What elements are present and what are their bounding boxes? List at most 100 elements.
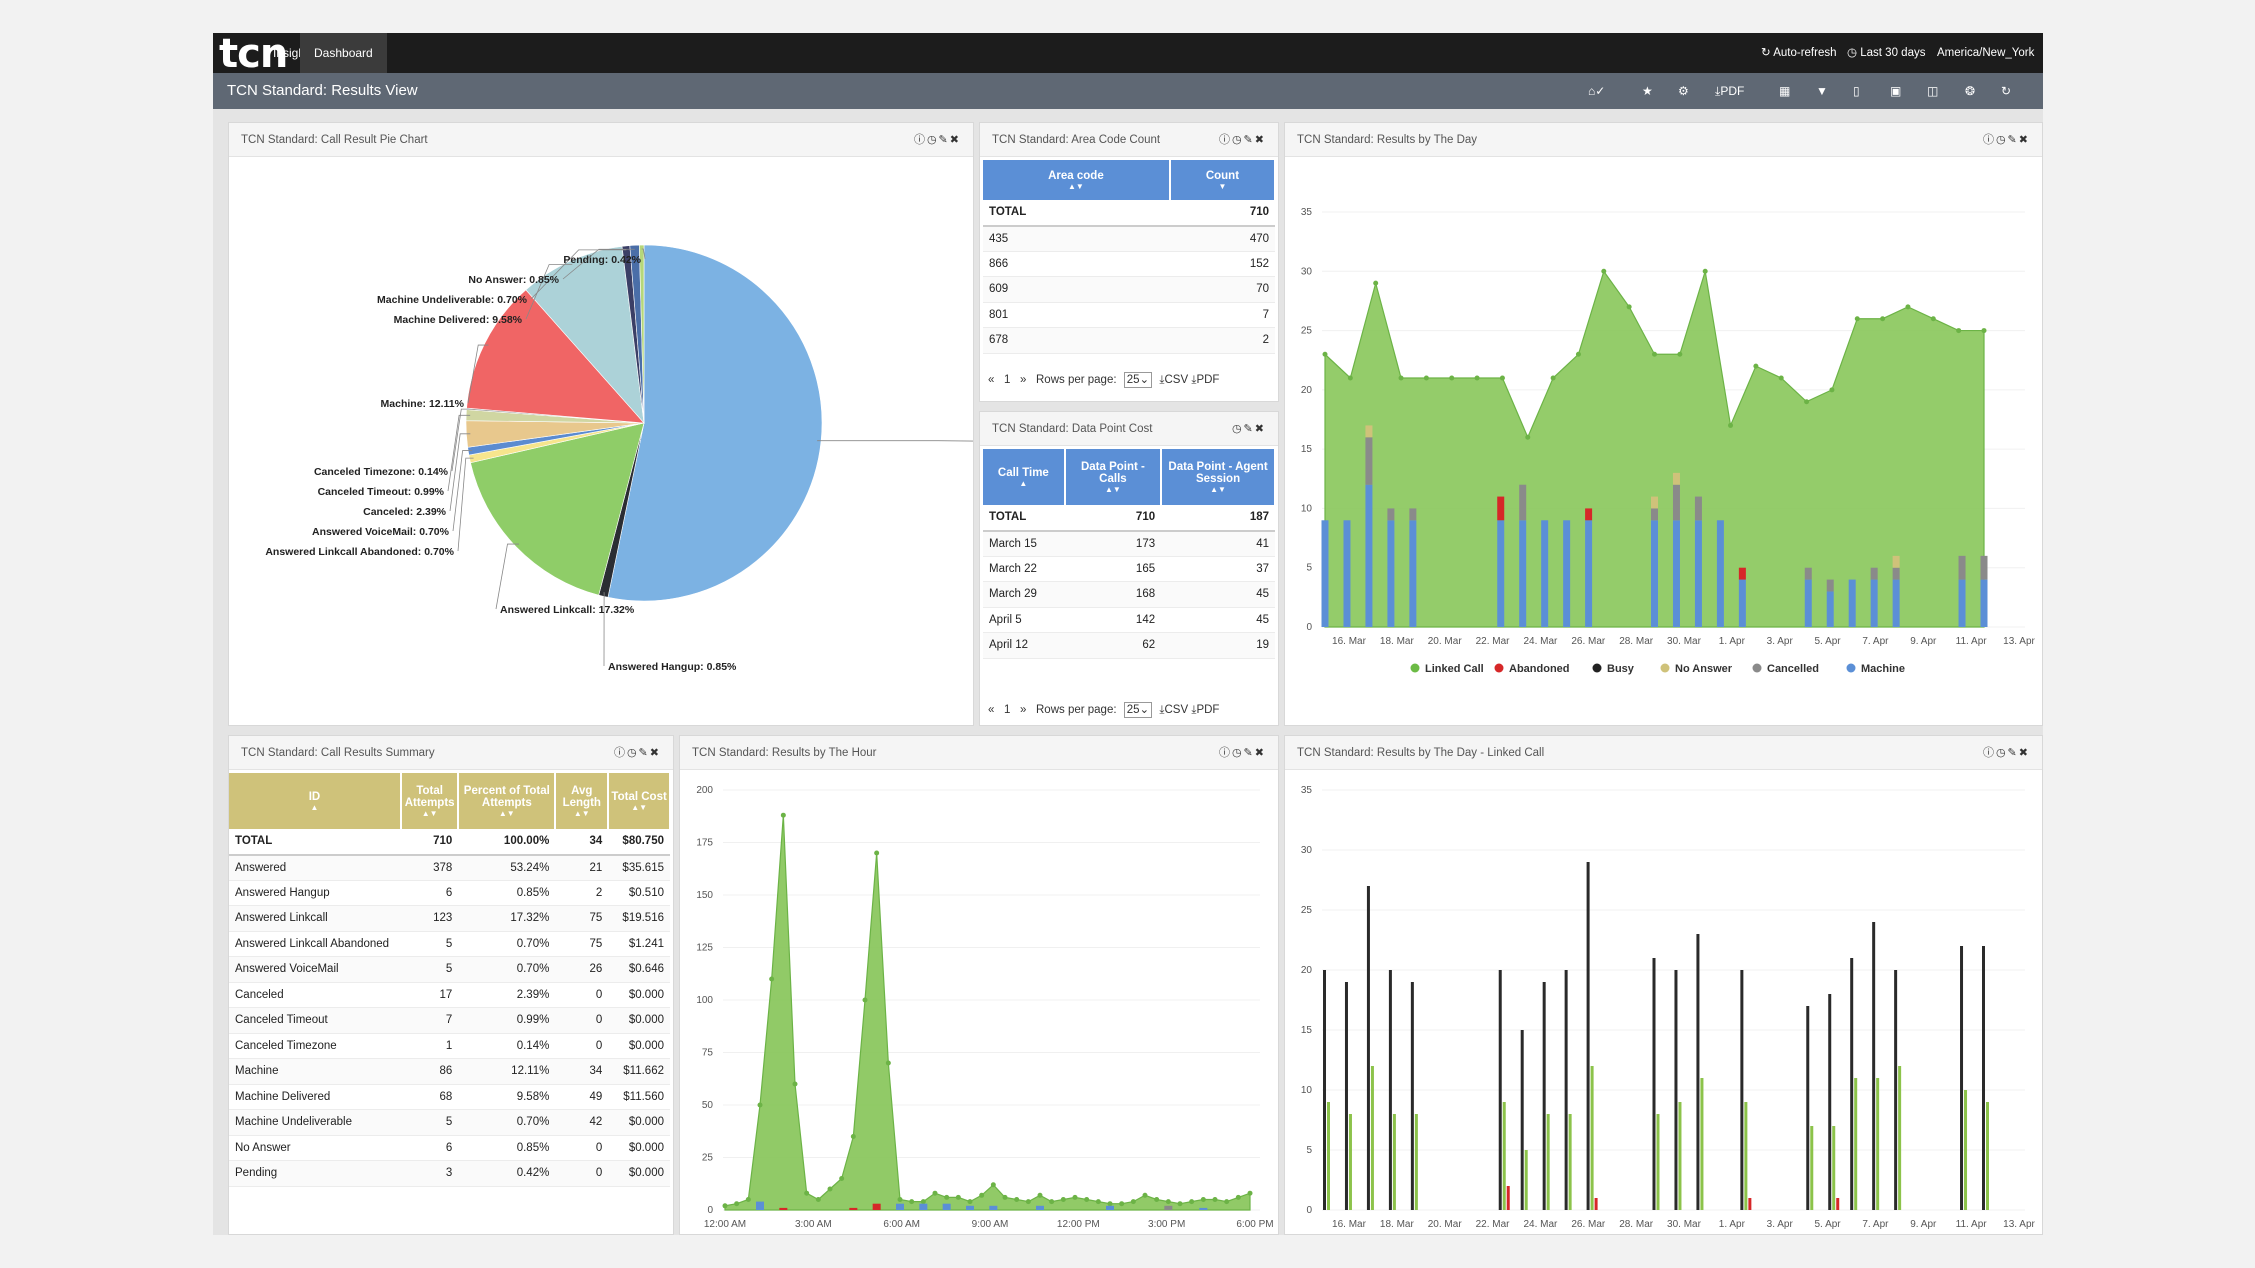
linked-call-point[interactable] bbox=[1373, 280, 1379, 286]
stacked-bar-segment[interactable] bbox=[1892, 579, 1900, 627]
linked-call-bar[interactable] bbox=[1546, 1114, 1550, 1210]
panel-tools[interactable]: ⓘ◷✎✖ bbox=[1218, 134, 1266, 146]
linked-call-point[interactable] bbox=[1677, 351, 1683, 357]
stacked-bar-segment[interactable] bbox=[1409, 520, 1417, 627]
linked-call-bar[interactable] bbox=[1392, 1114, 1396, 1210]
hourly-point[interactable] bbox=[1154, 1197, 1160, 1202]
hourly-point[interactable] bbox=[909, 1199, 915, 1205]
prev-page-button[interactable]: « bbox=[988, 374, 995, 386]
hourly-point[interactable] bbox=[1060, 1197, 1066, 1202]
busy-bar[interactable] bbox=[1740, 970, 1744, 1210]
stacked-bar-segment[interactable] bbox=[1672, 472, 1680, 485]
panel-tools[interactable]: ◷✎✖ bbox=[1231, 423, 1266, 435]
busy-bar[interactable] bbox=[1806, 1006, 1810, 1210]
busy-bar[interactable] bbox=[1872, 922, 1876, 1210]
column-call-time[interactable]: Call Time ▲ bbox=[983, 449, 1066, 505]
hourly-point[interactable] bbox=[1119, 1201, 1125, 1207]
settings-circle-icon[interactable]: ❂ bbox=[1965, 84, 1976, 98]
linked-call-point[interactable] bbox=[1702, 268, 1708, 274]
stacked-bar-segment[interactable] bbox=[1519, 484, 1527, 521]
stacked-bar-segment[interactable] bbox=[1409, 508, 1417, 521]
hourly-point[interactable] bbox=[1049, 1199, 1055, 1205]
linked-call-point[interactable] bbox=[1525, 434, 1531, 440]
linked-call-bar[interactable] bbox=[1678, 1102, 1682, 1210]
linked-call-point[interactable] bbox=[1575, 351, 1581, 357]
stacked-bar-segment[interactable] bbox=[1563, 520, 1571, 627]
abandoned-bar[interactable] bbox=[1594, 1198, 1598, 1210]
stacked-bar-segment[interactable] bbox=[1672, 484, 1680, 521]
stacked-bar-segment[interactable] bbox=[1651, 496, 1658, 509]
abandoned-bar[interactable] bbox=[1506, 1186, 1510, 1210]
hourly-point[interactable] bbox=[1165, 1199, 1171, 1205]
legend-item[interactable]: Abandoned bbox=[1509, 663, 1570, 675]
hourly-point[interactable] bbox=[1025, 1199, 1031, 1205]
linked-call-point[interactable] bbox=[1398, 375, 1404, 381]
hourly-point[interactable] bbox=[979, 1192, 985, 1198]
linked-call-point[interactable] bbox=[1778, 375, 1784, 381]
linked-call-bar[interactable] bbox=[1898, 1066, 1902, 1210]
tab-dashboard[interactable]: Dashboard bbox=[300, 33, 387, 73]
linked-call-point[interactable] bbox=[1449, 375, 1455, 381]
hourly-bar[interactable] bbox=[989, 1205, 998, 1210]
stacked-bar-segment[interactable] bbox=[1804, 567, 1812, 580]
stacked-bar-segment[interactable] bbox=[1958, 579, 1966, 627]
stacked-bar-segment[interactable] bbox=[1716, 520, 1724, 627]
column-data-point-calls[interactable]: Data Point - Calls ▲▼ bbox=[1064, 449, 1163, 505]
linked-call-bar[interactable] bbox=[1370, 1066, 1374, 1210]
legend-item[interactable]: Cancelled bbox=[1767, 663, 1819, 675]
rows-per-page-select[interactable]: 25⌄ bbox=[1123, 372, 1153, 388]
legend-item[interactable]: No Answer bbox=[1675, 663, 1733, 675]
stacked-bar-segment[interactable] bbox=[1694, 496, 1702, 521]
hourly-point[interactable] bbox=[815, 1197, 821, 1202]
busy-bar[interactable] bbox=[1388, 970, 1392, 1210]
column-total-cost[interactable]: Total Cost ▲▼ bbox=[608, 773, 671, 829]
hourly-point[interactable] bbox=[1212, 1197, 1218, 1202]
linked-call-bar[interactable] bbox=[1524, 1150, 1528, 1210]
stacked-bar-segment[interactable] bbox=[1870, 567, 1878, 580]
hourly-point[interactable] bbox=[1014, 1197, 1020, 1202]
hourly-bar[interactable] bbox=[756, 1201, 764, 1210]
linked-call-point[interactable] bbox=[1626, 304, 1632, 310]
tab-insight[interactable]: Insight bbox=[273, 46, 309, 60]
stacked-bar-segment[interactable] bbox=[1519, 520, 1527, 627]
hourly-point[interactable] bbox=[862, 997, 868, 1003]
hourly-point[interactable] bbox=[1107, 1201, 1113, 1207]
calendar-icon[interactable]: ▦ bbox=[1779, 84, 1791, 98]
stacked-bar-segment[interactable] bbox=[1365, 484, 1373, 627]
busy-bar[interactable] bbox=[1410, 982, 1414, 1210]
stacked-bar-segment[interactable] bbox=[1738, 567, 1746, 580]
busy-bar[interactable] bbox=[1850, 958, 1854, 1210]
pie-slice[interactable] bbox=[466, 289, 645, 424]
linked-call-bar[interactable] bbox=[1327, 1102, 1330, 1210]
linked-call-point[interactable] bbox=[1804, 399, 1810, 405]
busy-bar[interactable] bbox=[1894, 970, 1898, 1210]
stacked-bar-segment[interactable] bbox=[1585, 508, 1593, 521]
panel-tools[interactable]: ⓘ◷✎✖ bbox=[1982, 747, 2030, 759]
linked-call-point[interactable] bbox=[1956, 328, 1962, 334]
hourly-point[interactable] bbox=[955, 1194, 961, 1200]
stacked-bar-segment[interactable] bbox=[1365, 437, 1373, 485]
linked-call-point[interactable] bbox=[1322, 351, 1328, 357]
hourly-point[interactable] bbox=[932, 1190, 938, 1196]
stacked-bar-segment[interactable] bbox=[1870, 579, 1878, 627]
pdf-download-button[interactable]: ⤓PDF bbox=[1715, 73, 1744, 109]
linked-call-point[interactable] bbox=[1423, 375, 1429, 381]
hourly-point[interactable] bbox=[990, 1182, 996, 1188]
busy-bar[interactable] bbox=[1366, 886, 1370, 1210]
hourly-point[interactable] bbox=[850, 1134, 856, 1139]
column-data-point-agent-session[interactable]: Data Point - Agent Session ▲▼ bbox=[1161, 449, 1276, 505]
hourly-point[interactable] bbox=[1189, 1199, 1195, 1205]
hourly-point[interactable] bbox=[897, 1197, 903, 1202]
hourly-bar[interactable] bbox=[779, 1207, 788, 1210]
hourly-bar[interactable] bbox=[942, 1203, 951, 1210]
busy-bar[interactable] bbox=[1564, 970, 1568, 1210]
panel-tools[interactable]: ⓘ◷✎✖ bbox=[913, 134, 961, 146]
stacked-bar-segment[interactable] bbox=[1651, 508, 1658, 521]
linked-call-point[interactable] bbox=[1905, 304, 1911, 310]
filter-icon[interactable]: ▼ bbox=[1816, 84, 1828, 98]
hourly-point[interactable] bbox=[885, 1060, 891, 1066]
hourly-point[interactable] bbox=[769, 976, 775, 982]
linked-call-bar[interactable] bbox=[1810, 1126, 1814, 1210]
gear-icon[interactable]: ⚙ bbox=[1678, 84, 1689, 98]
folder-open-icon[interactable]: ◫ bbox=[1927, 84, 1939, 98]
